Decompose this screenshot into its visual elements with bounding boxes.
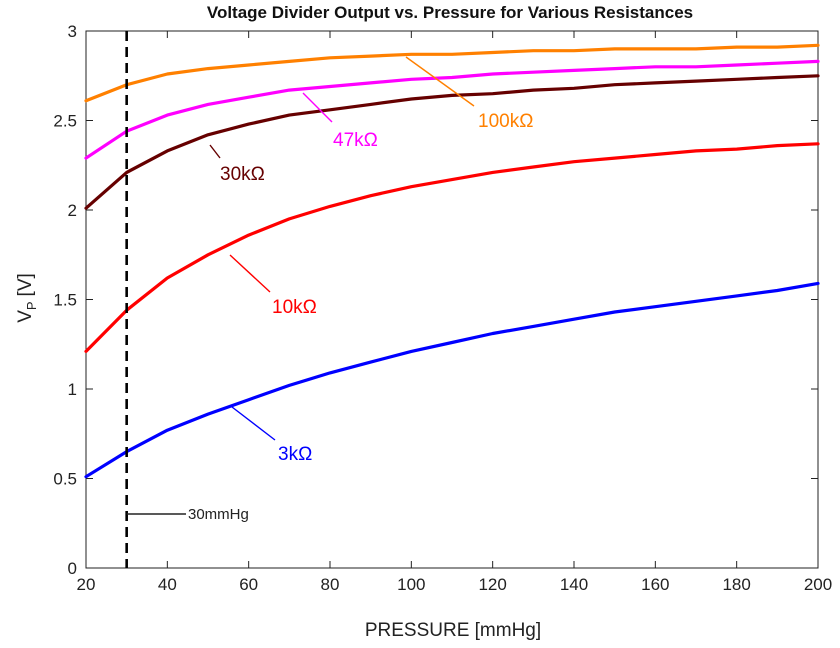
series-label-leader-1 [302, 92, 333, 123]
series-label-3: 10kΩ [272, 297, 317, 318]
y-axis-label-sub: P [24, 301, 39, 310]
x-tick-label: 140 [560, 575, 588, 594]
series-label-leader-0 [405, 56, 475, 107]
x-tick-label: 40 [158, 575, 177, 594]
series-label-leader-3 [229, 254, 271, 293]
x-tick-label: 60 [239, 575, 258, 594]
y-tick-label: 3 [68, 22, 77, 41]
series-lines [84, 43, 820, 479]
y-axis-label-unit: [V] [15, 273, 36, 296]
series-label-leader-4 [231, 406, 276, 441]
y-tick-label: 0.5 [53, 470, 77, 489]
y-tick-label: 0 [68, 559, 77, 578]
series-label-0: 100kΩ [478, 111, 533, 132]
x-tick-label: 100 [397, 575, 425, 594]
x-tick-label: 120 [478, 575, 506, 594]
x-tick-label: 180 [722, 575, 750, 594]
series-label-1: 47kΩ [333, 130, 378, 151]
y-tick-label: 1.5 [53, 291, 77, 310]
series-line-3 [84, 142, 820, 353]
chart-title: Voltage Divider Output vs. Pressure for … [207, 3, 693, 22]
x-tick-label: 20 [77, 575, 96, 594]
y-tick-label: 1 [68, 380, 77, 399]
y-axis-label-main: V [15, 310, 36, 323]
reference-line-group: 30mmHg [125, 31, 249, 568]
y-tick-label: 2.5 [53, 112, 77, 131]
series-line-1 [84, 59, 820, 160]
x-axis-ticks: 20 40 60 80 100 120 140 160 180 200 [77, 31, 832, 594]
series-labels: 100kΩ 47kΩ 30kΩ 10kΩ 3kΩ [209, 56, 533, 465]
reference-line-label: 30mmHg [188, 506, 249, 523]
series-line-4 [84, 281, 820, 479]
x-tick-label: 160 [641, 575, 669, 594]
x-tick-label: 80 [321, 575, 340, 594]
series-line-2 [84, 74, 820, 210]
y-tick-label: 2 [68, 201, 77, 220]
series-line-0 [84, 43, 820, 103]
series-label-4: 3kΩ [278, 444, 312, 465]
y-axis-ticks: 0 0.5 1 1.5 2 2.5 3 [53, 22, 818, 578]
series-label-leader-2 [209, 144, 221, 159]
x-axis-label: PRESSURE [mmHg] [365, 620, 541, 641]
y-axis-label: VP [V] [15, 273, 39, 323]
x-tick-label: 200 [804, 575, 832, 594]
series-label-2: 30kΩ [220, 164, 265, 185]
